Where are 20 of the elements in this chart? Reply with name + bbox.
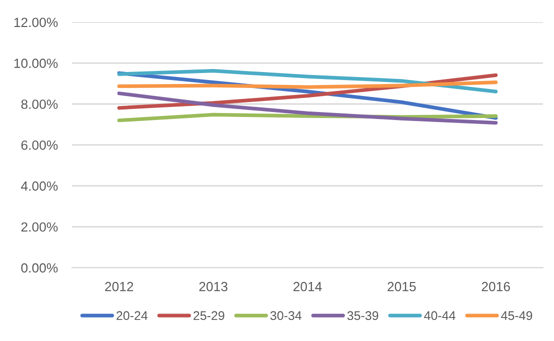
legend-label: 35-39	[347, 311, 378, 320]
x-tick-label: 2012	[105, 282, 134, 292]
x-tick-label: 2013	[199, 282, 228, 292]
x-tick-label: 2015	[388, 282, 416, 292]
legend-label: 40-44	[424, 311, 456, 320]
legend-label: 30-34	[270, 311, 302, 320]
legend-label: 45-49	[501, 311, 532, 320]
line-series	[117, 92, 498, 125]
x-tick-label: 2016	[482, 282, 510, 292]
y-tick-label: 10.00%	[14, 58, 58, 68]
x-tick-label: 2014	[293, 282, 322, 292]
y-tick-label: 4.00%	[21, 181, 58, 191]
legend-label: 20-24	[116, 311, 148, 320]
y-tick-label: 0.00%	[21, 263, 58, 273]
y-tick-label: 6.00%	[21, 140, 58, 150]
y-tick-label: 2.00%	[21, 222, 58, 232]
line-series	[117, 69, 498, 94]
y-tick-label: 12.00%	[14, 18, 58, 28]
legend-label: 25-29	[194, 311, 224, 320]
y-tick-label: 8.00%	[21, 100, 58, 109]
